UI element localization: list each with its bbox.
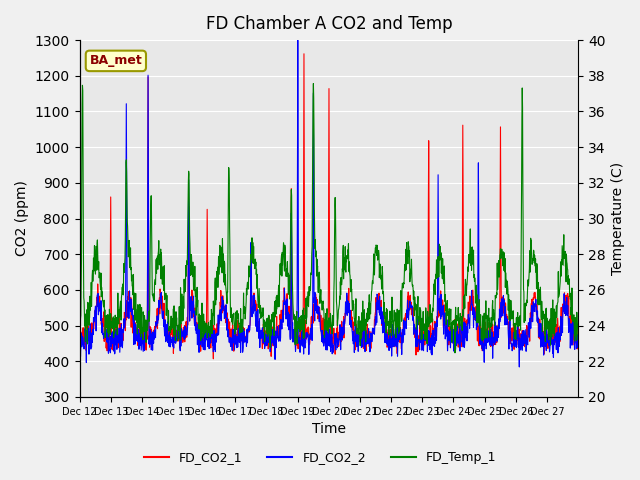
FD_CO2_2 bbox=[568, 332, 576, 338]
FD_Temp_1 bbox=[76, 334, 83, 340]
FD_CO2_2 bbox=[294, 37, 301, 43]
Text: BA_met: BA_met bbox=[90, 54, 142, 67]
Legend: FD_CO2_1, FD_CO2_2, FD_Temp_1: FD_CO2_1, FD_CO2_2, FD_Temp_1 bbox=[139, 446, 501, 469]
FD_Temp_1 bbox=[451, 350, 459, 356]
FD_Temp_1 bbox=[306, 289, 314, 295]
FD_Temp_1 bbox=[520, 287, 527, 292]
Title: FD Chamber A CO2 and Temp: FD Chamber A CO2 and Temp bbox=[205, 15, 452, 33]
FD_CO2_1 bbox=[300, 51, 308, 57]
FD_CO2_2 bbox=[316, 310, 323, 315]
Y-axis label: CO2 (ppm): CO2 (ppm) bbox=[15, 180, 29, 256]
FD_CO2_1 bbox=[76, 324, 83, 330]
FD_CO2_2 bbox=[307, 334, 314, 339]
FD_Temp_1 bbox=[154, 253, 161, 259]
FD_CO2_1 bbox=[307, 336, 314, 342]
FD_CO2_1 bbox=[447, 335, 454, 340]
FD_Temp_1 bbox=[316, 276, 323, 282]
X-axis label: Time: Time bbox=[312, 422, 346, 436]
FD_Temp_1 bbox=[446, 309, 454, 314]
FD_Temp_1 bbox=[310, 81, 317, 86]
FD_Temp_1 bbox=[574, 336, 582, 342]
FD_CO2_2 bbox=[76, 331, 83, 336]
FD_CO2_1 bbox=[520, 328, 527, 334]
Line: FD_CO2_1: FD_CO2_1 bbox=[79, 54, 578, 359]
FD_CO2_2 bbox=[446, 336, 454, 342]
FD_CO2_1 bbox=[568, 339, 576, 345]
FD_CO2_1 bbox=[316, 310, 324, 315]
Line: FD_Temp_1: FD_Temp_1 bbox=[79, 84, 578, 353]
FD_CO2_2 bbox=[515, 364, 523, 370]
FD_CO2_2 bbox=[520, 342, 527, 348]
FD_Temp_1 bbox=[568, 315, 576, 321]
FD_CO2_1 bbox=[209, 356, 217, 361]
FD_CO2_1 bbox=[574, 323, 582, 329]
FD_CO2_1 bbox=[154, 326, 161, 332]
Line: FD_CO2_2: FD_CO2_2 bbox=[79, 40, 578, 367]
FD_CO2_2 bbox=[574, 334, 582, 339]
FD_CO2_2 bbox=[154, 321, 161, 326]
Y-axis label: Temperature (C): Temperature (C) bbox=[611, 162, 625, 275]
